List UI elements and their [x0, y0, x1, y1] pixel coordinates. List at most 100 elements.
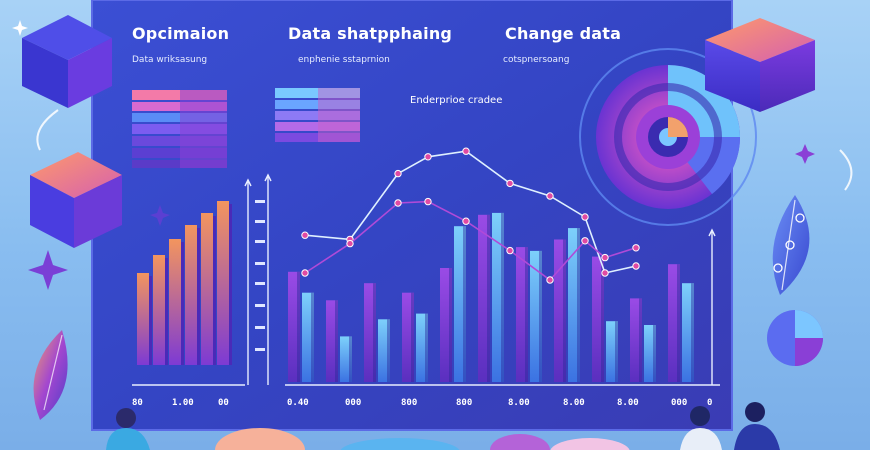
main-bar-s1-10: [630, 298, 642, 382]
main-bar-s2-10: [644, 325, 656, 382]
left-bar-series: [137, 201, 232, 365]
main-bar-s2-11: [682, 283, 694, 382]
line-1-point-3: [394, 169, 402, 178]
person-right-b: [734, 402, 780, 450]
line-1-point-1: [301, 231, 309, 239]
x-tick-label: 0: [707, 398, 713, 408]
heading-right-subtitle: cotspnersoang: [503, 55, 570, 65]
person-right-a: [680, 406, 722, 450]
heading-left-subtitle: Data wriksasung: [132, 55, 208, 65]
main-bar-shade-s1-10: [639, 298, 642, 382]
x-tick-label: 800: [456, 398, 473, 408]
line-1-point-4: [424, 153, 432, 161]
left-bar-side-2: [165, 258, 168, 365]
main-bar-shade-s2-6: [501, 212, 504, 382]
left-bar-6: [217, 201, 229, 365]
line-2-point-5: [462, 217, 470, 225]
heading-right-title: Change data: [505, 24, 622, 43]
left-bar-side-5: [213, 216, 216, 365]
left-bar-3: [169, 239, 181, 365]
line-2-point-2: [346, 239, 354, 248]
pie-small-right: [767, 310, 823, 366]
line-2-point-4: [424, 197, 432, 206]
donut-chart: [579, 48, 757, 226]
main-bar-shade-s2-3: [387, 319, 390, 382]
left-bar-side-1: [149, 276, 152, 365]
leaf-left: [33, 330, 68, 420]
heading-left-title: Opcimaion: [132, 24, 230, 43]
main-bar-shade-s2-9: [615, 321, 618, 382]
x-tick-label: 8.00: [508, 398, 530, 408]
cube-top-left: [22, 15, 112, 108]
main-bar-shade-s1-5: [449, 268, 452, 382]
left-bar-2: [153, 255, 165, 365]
x-tick-label: 8.00: [617, 398, 639, 408]
main-bar-s2-6: [492, 212, 504, 382]
main-bar-shade-s1-1: [297, 271, 300, 382]
swoosh-left: [36, 109, 59, 151]
line-2-point-8: [581, 237, 589, 245]
line-2: [304, 200, 637, 282]
stripe-block-left: [132, 90, 227, 168]
main-bar-s1-8: [554, 239, 566, 382]
main-bar-shade-s2-5: [463, 226, 466, 382]
main-bar-s2-9: [606, 321, 618, 382]
sparkle-top: [12, 20, 28, 36]
heading-mid-title: Data shatpphaing: [288, 24, 453, 43]
left-bar-side-6: [229, 204, 232, 365]
main-bar-shade-s2-1: [311, 292, 314, 382]
main-bar-s1-3: [364, 283, 376, 382]
main-bar-shade-s2-7: [539, 250, 542, 382]
line-1-point-9: [601, 269, 609, 277]
left-bar-5: [201, 213, 213, 365]
x-tick-label: 80: [132, 398, 143, 408]
sparkle-left: [28, 250, 68, 290]
line-1-point-10: [632, 262, 640, 270]
x-tick-label: 0.40: [287, 398, 309, 408]
main-bar-shade-s1-8: [563, 239, 566, 382]
main-bar-s2-5: [454, 226, 466, 382]
left-chart-axes: [132, 173, 272, 386]
main-chart-axes: [285, 228, 720, 386]
leaf-right: [772, 195, 810, 295]
line-1-point-8: [581, 213, 589, 221]
cube-top-right: [705, 18, 815, 112]
left-bar-1: [137, 273, 149, 365]
main-bar-s2-8: [568, 228, 580, 382]
line-2-point-7: [546, 276, 554, 284]
main-bar-s1-11: [668, 264, 680, 382]
main-bar-shade-s1-6: [487, 214, 490, 382]
line-2-point-9: [601, 253, 609, 262]
main-bar-s1-9: [592, 256, 604, 382]
main-bar-s1-5: [440, 268, 452, 382]
line-1-point-6: [506, 179, 514, 188]
x-tick-label: 1.00: [172, 398, 194, 408]
main-bar-shade-s1-7: [525, 247, 528, 382]
main-bar-s2-4: [416, 313, 428, 382]
main-bar-shade-s2-10: [653, 325, 656, 382]
main-bar-shade-s2-11: [691, 283, 694, 382]
swoosh-right: [839, 149, 853, 191]
foreground-blobs: [215, 428, 630, 450]
main-bar-shade-s2-8: [577, 228, 580, 382]
main-bar-shade-s2-2: [349, 336, 352, 382]
main-bar-shade-s1-2: [335, 300, 338, 382]
main-bar-s1-7: [516, 247, 528, 382]
main-bar-s2-3: [378, 319, 390, 382]
main-bar-shade-s1-4: [411, 292, 414, 382]
main-bar-shade-s2-4: [425, 313, 428, 382]
line-2-point-3: [394, 199, 402, 207]
sparkle-right: [795, 144, 815, 164]
main-bar-series: [288, 212, 694, 382]
left-bar-4: [185, 225, 197, 365]
left-bar-side-4: [197, 228, 200, 365]
person-left: [106, 408, 150, 450]
x-tick-label: 000: [345, 398, 362, 408]
main-bar-shade-s1-11: [677, 264, 680, 382]
main-bar-s2-1: [302, 292, 314, 382]
line-2-point-1: [301, 269, 309, 277]
main-bar-shade-s1-3: [373, 283, 376, 382]
main-bar-shade-s1-9: [601, 256, 604, 382]
line-2-point-6: [506, 246, 514, 255]
